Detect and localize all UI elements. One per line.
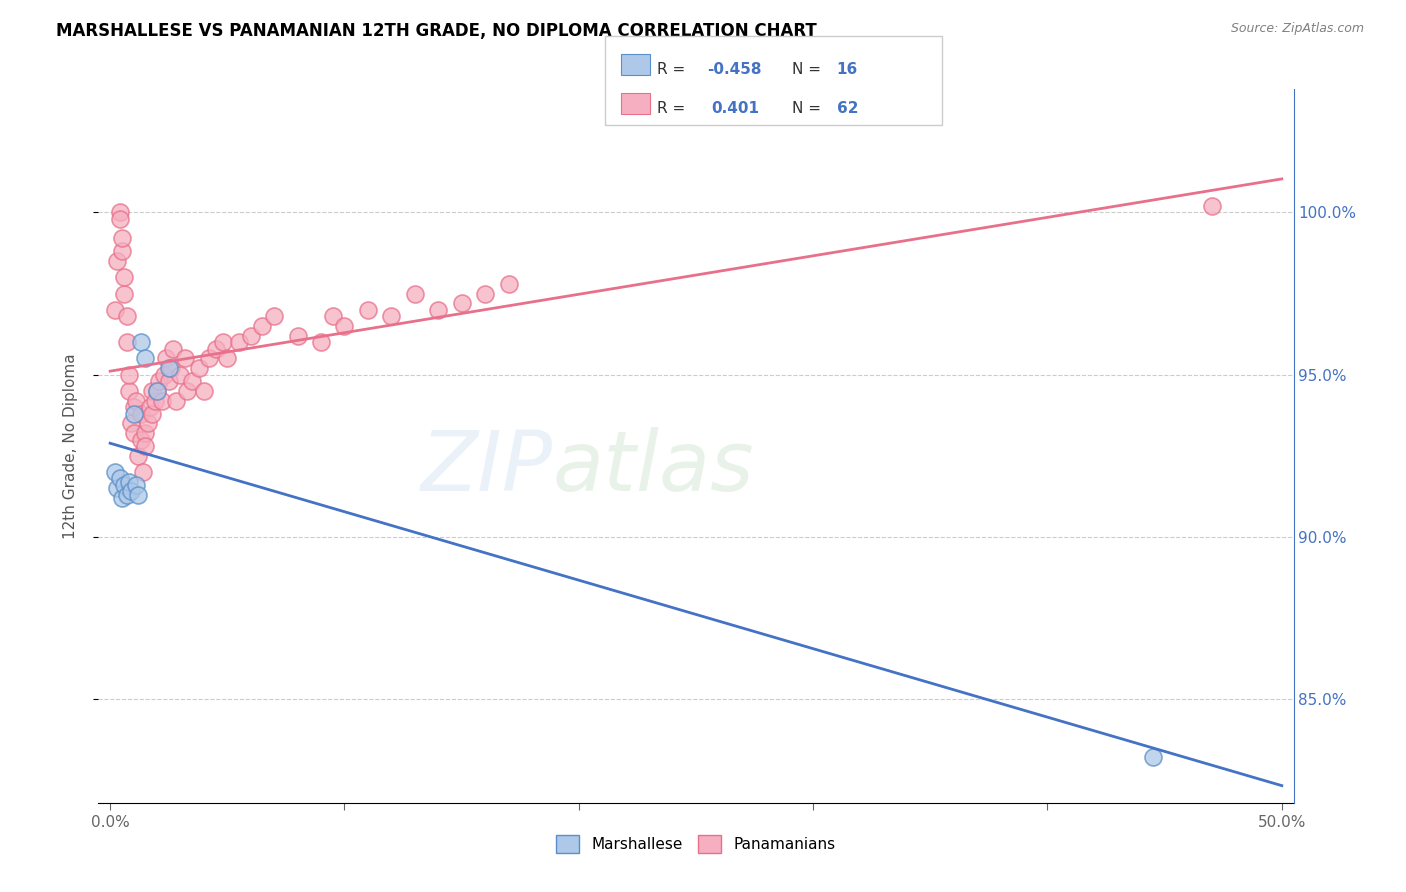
Y-axis label: 12th Grade, No Diploma: 12th Grade, No Diploma: [63, 353, 77, 539]
Point: [474, 286, 496, 301]
Point: [125, 478, 148, 492]
Point: [141, 384, 163, 398]
Text: 16: 16: [837, 62, 858, 77]
Point: [105, 481, 128, 495]
Point: [204, 342, 226, 356]
Point: [136, 417, 159, 431]
Point: [146, 384, 169, 398]
Point: [115, 488, 138, 502]
Point: [108, 471, 131, 485]
Point: [129, 433, 152, 447]
Point: [380, 310, 402, 324]
Point: [118, 384, 141, 398]
Point: [129, 407, 152, 421]
Text: atlas: atlas: [553, 427, 754, 508]
Point: [139, 400, 162, 414]
Point: [450, 296, 472, 310]
Point: [141, 407, 163, 421]
Text: N =: N =: [792, 62, 825, 77]
Point: [150, 393, 173, 408]
Point: [134, 425, 156, 440]
Point: [217, 351, 239, 366]
Point: [427, 302, 450, 317]
Point: [112, 286, 135, 301]
Point: [111, 244, 134, 259]
Point: [287, 328, 309, 343]
Point: [160, 361, 183, 376]
Text: MARSHALLESE VS PANAMANIAN 12TH GRADE, NO DIPLOMA CORRELATION CHART: MARSHALLESE VS PANAMANIAN 12TH GRADE, NO…: [56, 22, 817, 40]
Point: [115, 335, 138, 350]
Point: [239, 328, 262, 343]
Point: [333, 318, 356, 333]
Point: [322, 310, 344, 324]
Point: [153, 368, 176, 382]
Point: [104, 302, 127, 317]
Point: [357, 302, 380, 317]
Legend: Marshallese, Panamanians: Marshallese, Panamanians: [550, 829, 842, 859]
Point: [112, 478, 135, 492]
Point: [165, 393, 187, 408]
Point: [162, 342, 184, 356]
Point: [146, 384, 169, 398]
Point: [104, 465, 127, 479]
Point: [127, 449, 149, 463]
Point: [111, 231, 134, 245]
Point: [118, 368, 141, 382]
Point: [120, 484, 142, 499]
Text: R =: R =: [657, 62, 690, 77]
Point: [155, 351, 177, 366]
Point: [309, 335, 332, 350]
Point: [129, 335, 152, 350]
Point: [122, 407, 145, 421]
Point: [122, 425, 145, 440]
Point: [105, 254, 128, 268]
Point: [134, 351, 156, 366]
Point: [176, 384, 198, 398]
Point: [148, 374, 170, 388]
Point: [197, 351, 219, 366]
Point: [181, 374, 204, 388]
Point: [112, 270, 135, 285]
Point: [498, 277, 520, 291]
Point: [122, 400, 145, 414]
Text: 62: 62: [837, 101, 858, 116]
Point: [193, 384, 215, 398]
Point: [174, 351, 197, 366]
Point: [118, 475, 141, 489]
Point: [157, 374, 180, 388]
Point: [1142, 750, 1164, 764]
Point: [125, 393, 148, 408]
Text: 0.401: 0.401: [711, 101, 759, 116]
Point: [111, 491, 134, 505]
Text: R =: R =: [657, 101, 695, 116]
Text: -0.458: -0.458: [707, 62, 762, 77]
Point: [127, 488, 149, 502]
Point: [263, 310, 285, 324]
Point: [108, 211, 131, 226]
Text: N =: N =: [792, 101, 825, 116]
Point: [211, 335, 233, 350]
Point: [157, 361, 180, 376]
Text: Source: ZipAtlas.com: Source: ZipAtlas.com: [1230, 22, 1364, 36]
Point: [404, 286, 426, 301]
Point: [132, 465, 155, 479]
Point: [1201, 199, 1223, 213]
Point: [228, 335, 250, 350]
Point: [120, 417, 142, 431]
Text: ZIP: ZIP: [420, 427, 553, 508]
Point: [188, 361, 211, 376]
Point: [134, 439, 156, 453]
Point: [115, 310, 138, 324]
Point: [252, 318, 274, 333]
Point: [143, 393, 166, 408]
Point: [169, 368, 191, 382]
Point: [108, 205, 131, 219]
